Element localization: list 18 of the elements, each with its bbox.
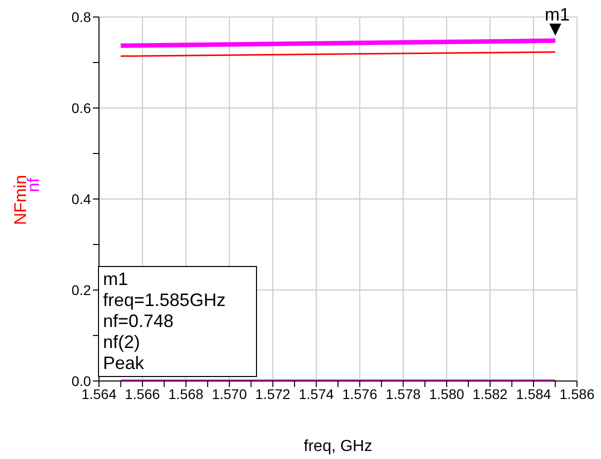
x-tick-label: 1.574 xyxy=(298,386,334,402)
y-tick-label: 0.2 xyxy=(72,282,92,298)
annotation: m1 freq=1.585GHz nf=0.748 nf(2) Peak xyxy=(98,266,257,377)
x-tick-label: 1.582 xyxy=(472,386,508,402)
x-tick-label: 1.576 xyxy=(342,386,378,402)
x-tick-label: 1.566 xyxy=(124,386,160,402)
y-tick-label: 0.4 xyxy=(72,190,92,207)
x-tick-label: 1.572 xyxy=(255,386,291,402)
x-tick-label: 1.578 xyxy=(386,386,421,402)
x-tick-label: 1.568 xyxy=(168,386,204,402)
x-axis-title: freq, GHz xyxy=(304,438,372,455)
text: 1.570 xyxy=(212,386,247,402)
y-tick-label: 0.6 xyxy=(72,100,92,116)
x-tick-label: 1.586 xyxy=(559,386,595,402)
text: 1.580 xyxy=(429,386,464,402)
annotation: m1 xyxy=(544,4,570,25)
x-tick-label: 1.584 xyxy=(516,386,552,402)
y-tick-label: 0.8 xyxy=(72,8,92,25)
